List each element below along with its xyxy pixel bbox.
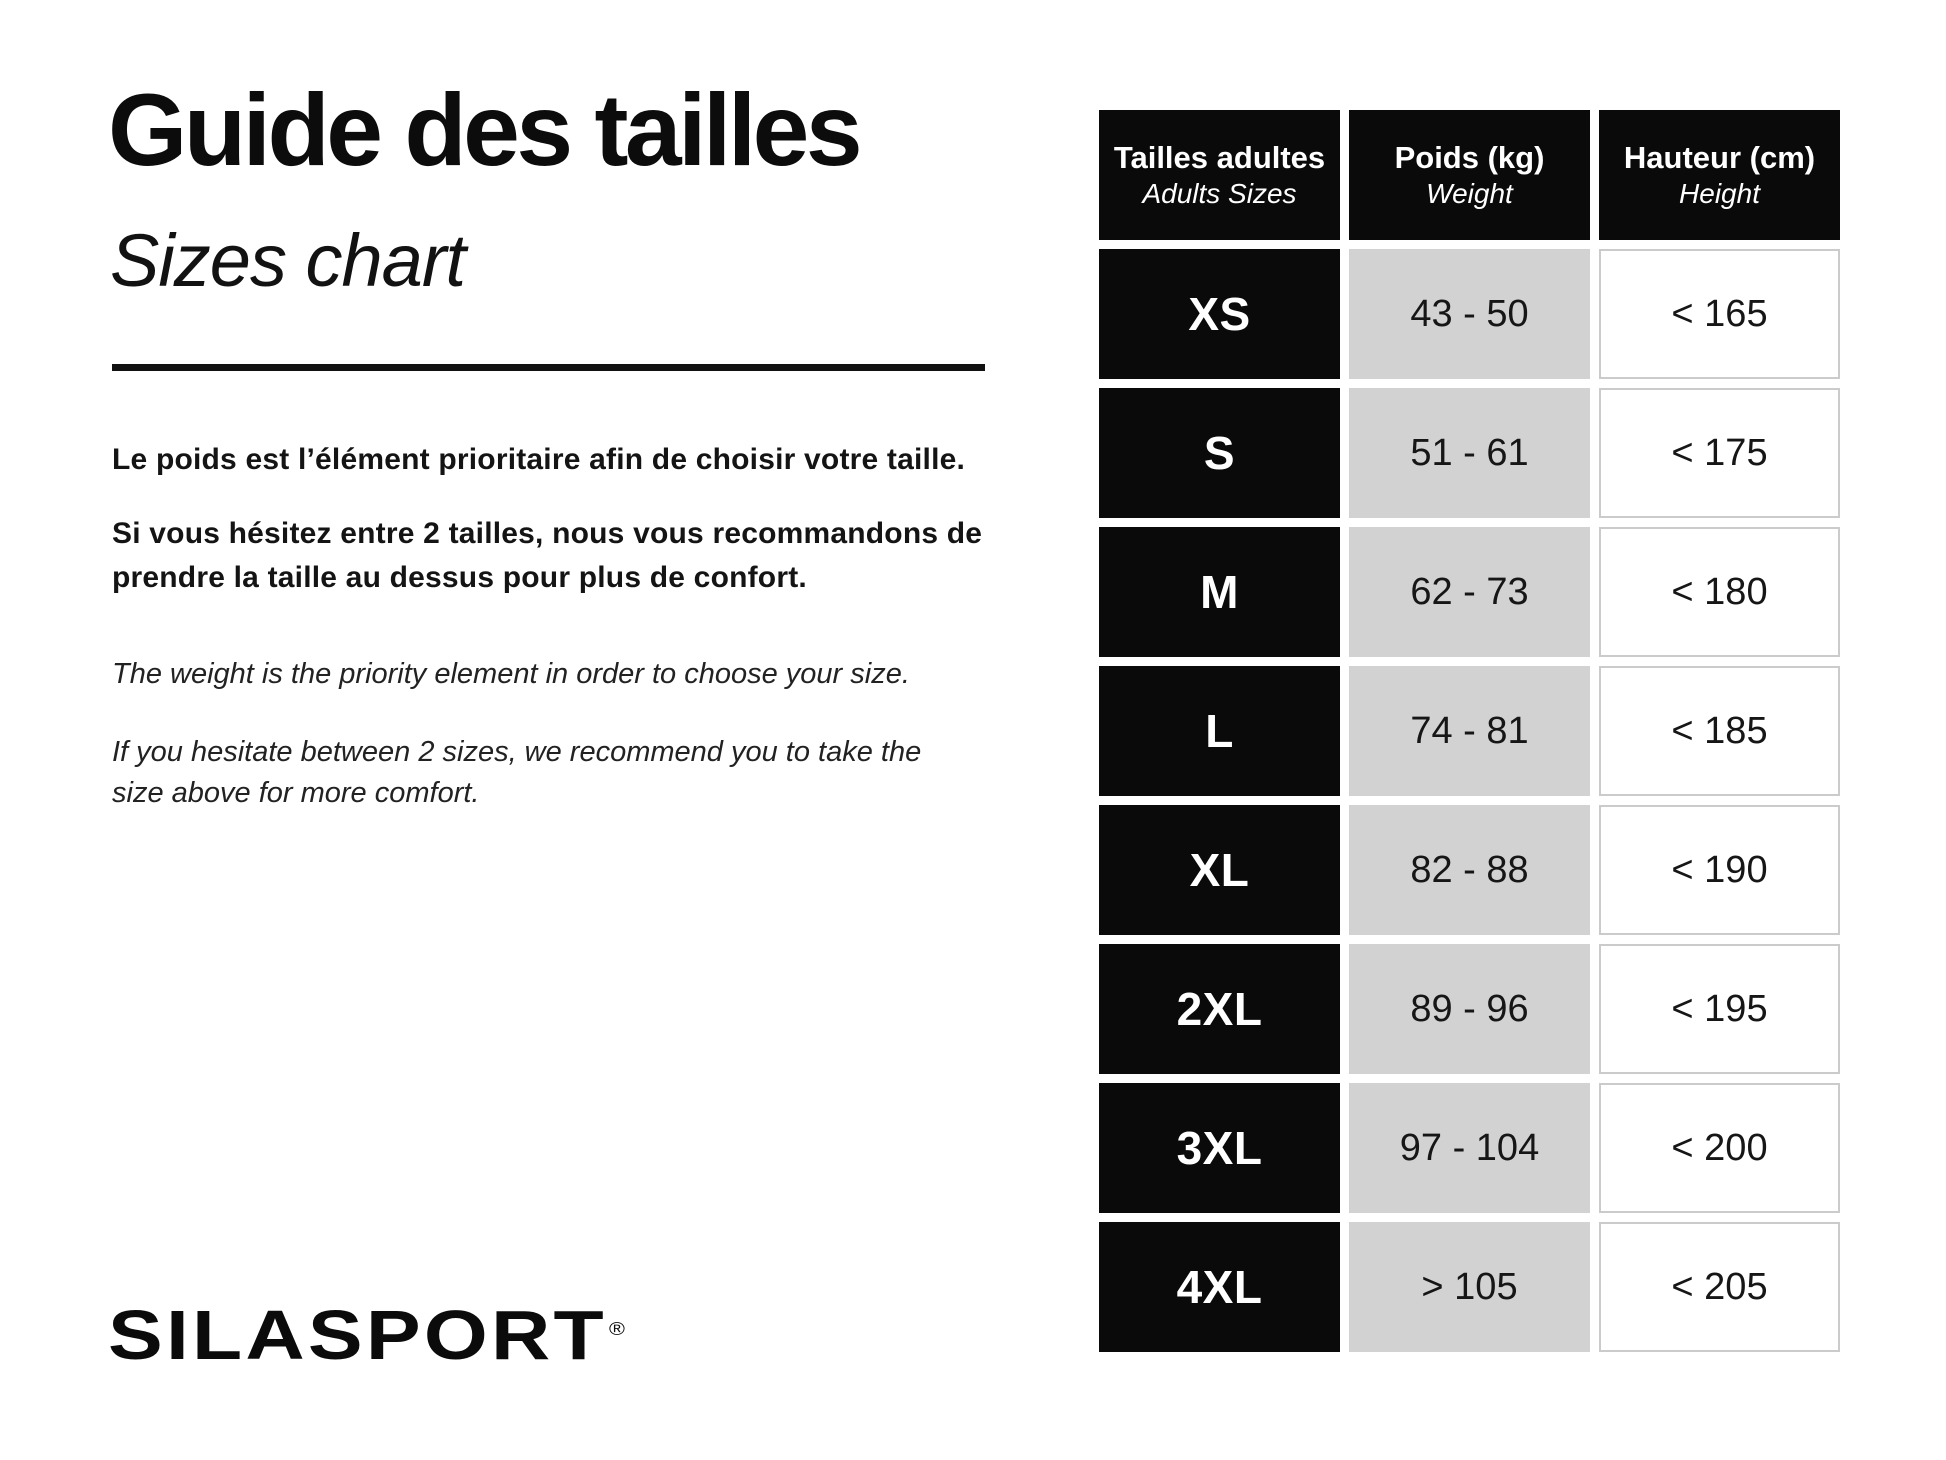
- sizes-table: Tailles adultes Adults Sizes Poids (kg) …: [1099, 110, 1840, 1352]
- height-cell-4xl: < 205: [1599, 1222, 1840, 1352]
- height-cell-xs: < 165: [1599, 249, 1840, 379]
- size-cell-l: L: [1099, 666, 1340, 796]
- weight-cell-s: 51 - 61: [1349, 388, 1590, 518]
- weight-cell-xl: 82 - 88: [1349, 805, 1590, 935]
- column-header-en: Weight: [1426, 178, 1513, 209]
- weight-cell-4xl: > 105: [1349, 1222, 1590, 1352]
- weight-cell-xs: 43 - 50: [1349, 249, 1590, 379]
- height-cell-2xl: < 195: [1599, 944, 1840, 1074]
- column-header-fr: Poids (kg): [1394, 140, 1545, 175]
- size-cell-xs: XS: [1099, 249, 1340, 379]
- column-header-en: Height: [1679, 178, 1760, 209]
- brand-logo-text: SILASPORT: [108, 1296, 607, 1375]
- height-cell-l: < 185: [1599, 666, 1840, 796]
- size-cell-s: S: [1099, 388, 1340, 518]
- column-header-en: Adults Sizes: [1142, 178, 1297, 209]
- weight-cell-m: 62 - 73: [1349, 527, 1590, 657]
- height-cell-xl: < 190: [1599, 805, 1840, 935]
- intro-fr-hesitate: Si vous hésitez entre 2 tailles, nous vo…: [112, 517, 983, 594]
- weight-cell-3xl: 97 - 104: [1349, 1083, 1590, 1213]
- column-header-fr: Tailles adultes: [1113, 140, 1326, 175]
- page-title-fr: Guide des tailles: [108, 73, 863, 187]
- column-header-fr: Hauteur (cm): [1623, 140, 1816, 175]
- size-cell-4xl: 4XL: [1099, 1222, 1340, 1352]
- column-header-adult-sizes: Tailles adultes Adults Sizes: [1099, 110, 1340, 240]
- size-cell-xl: XL: [1099, 805, 1340, 935]
- divider-line: [112, 364, 985, 371]
- size-cell-m: M: [1099, 527, 1340, 657]
- height-cell-s: < 175: [1599, 388, 1840, 518]
- column-header-height: Hauteur (cm) Height: [1599, 110, 1840, 240]
- weight-cell-2xl: 89 - 96: [1349, 944, 1590, 1074]
- column-header-weight: Poids (kg) Weight: [1349, 110, 1590, 240]
- size-cell-3xl: 3XL: [1099, 1083, 1340, 1213]
- page-title-en: Sizes chart: [110, 219, 466, 302]
- height-cell-3xl: < 200: [1599, 1083, 1840, 1213]
- size-cell-2xl: 2XL: [1099, 944, 1340, 1074]
- intro-fr-weight-priority: Le poids est l’élément prioritaire afin …: [112, 443, 966, 476]
- brand-logo: SILASPORT ®: [108, 1295, 625, 1375]
- intro-en-hesitate: If you hesitate between 2 sizes, we reco…: [112, 736, 922, 809]
- registered-trademark-icon: ®: [609, 1319, 625, 1340]
- height-cell-m: < 180: [1599, 527, 1840, 657]
- weight-cell-l: 74 - 81: [1349, 666, 1590, 796]
- intro-en-weight-priority: The weight is the priority element in or…: [112, 658, 910, 690]
